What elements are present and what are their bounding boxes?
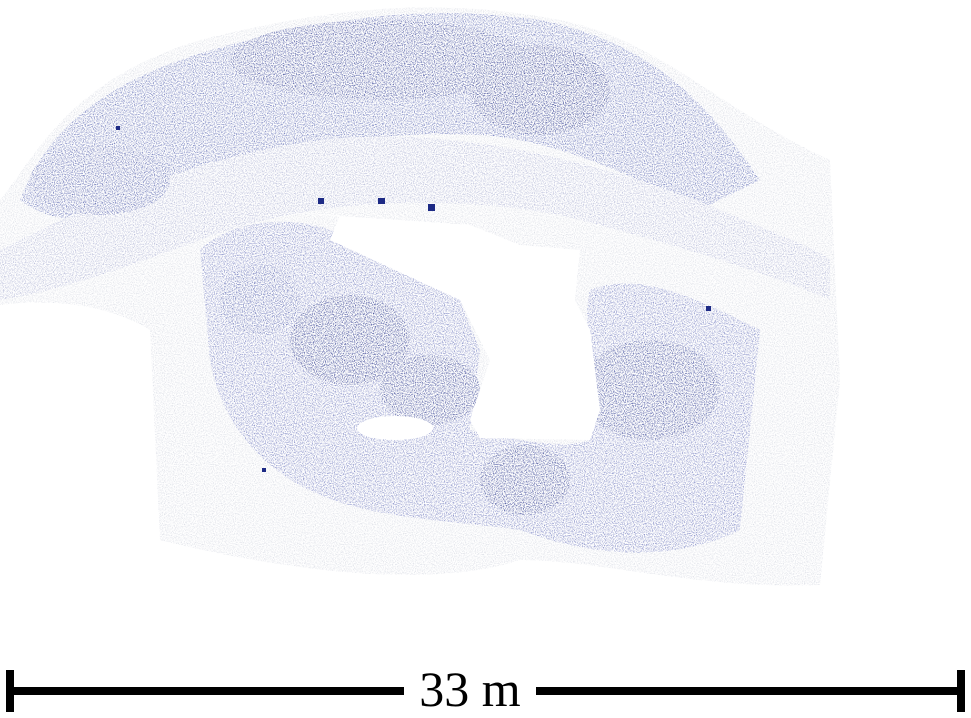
building-cluster	[470, 45, 610, 135]
scale-bar-label: 33 m	[404, 660, 536, 718]
building-cluster	[30, 145, 170, 215]
scale-bar-left-tick	[6, 670, 14, 712]
building-cluster	[230, 20, 530, 100]
scattered-points	[116, 126, 711, 472]
scale-bar: 33 m	[0, 652, 971, 718]
building-cluster	[480, 445, 570, 515]
building-cluster	[220, 265, 300, 335]
courtyard-gap	[357, 416, 433, 440]
courtyard-gap	[278, 212, 600, 440]
building-cluster	[290, 295, 410, 385]
point-cloud	[0, 7, 840, 586]
road-band	[0, 136, 830, 300]
scale-bar-right-tick	[957, 670, 965, 712]
building-cluster	[580, 340, 720, 440]
point-cloud-map	[0, 7, 840, 586]
building-cluster	[380, 355, 480, 425]
